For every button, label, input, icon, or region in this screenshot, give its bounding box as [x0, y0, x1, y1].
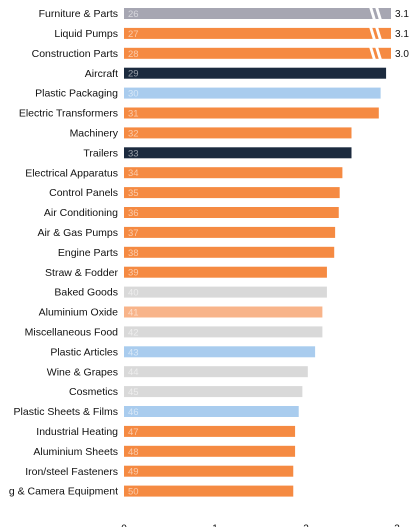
category-label: Liquid Pumps — [54, 28, 118, 40]
category-label: Industrial Heating — [36, 426, 118, 438]
rank-labels: 26 27 28 29 30 31 32 33 34 35 36 37 38 39 40 41 42 43 44 45… — [128, 9, 139, 498]
bar — [124, 107, 379, 119]
bar — [124, 386, 303, 398]
bar — [124, 366, 308, 378]
bar — [124, 27, 383, 39]
bar — [124, 226, 336, 238]
category-label: Electric Transformers — [19, 108, 118, 120]
bar — [124, 425, 296, 437]
category-label: Electrical Apparatus — [25, 167, 118, 179]
category-label: Aluminium Oxide — [39, 307, 119, 319]
bar — [124, 207, 339, 218]
rank-label: 34 — [128, 168, 139, 179]
category-label: g & Camera Equipment — [9, 486, 118, 498]
rank-label: 47 — [128, 427, 139, 438]
rank-label: 33 — [128, 148, 139, 159]
rank-label: 36 — [128, 208, 139, 219]
x-tick-label: 3 — [394, 524, 400, 527]
category-label: Cosmetics — [69, 386, 118, 398]
bar — [124, 246, 335, 258]
value-label: 3.1 — [395, 9, 409, 20]
bar — [124, 286, 327, 298]
bar — [124, 266, 327, 278]
bar — [124, 306, 323, 318]
value-label: 3.1 — [395, 29, 409, 40]
rank-label: 41 — [128, 308, 139, 319]
category-label: Construction Parts — [32, 48, 118, 60]
category-label: Miscellaneous Food — [25, 327, 119, 339]
rank-label: 44 — [128, 367, 139, 378]
category-label: Machinery — [70, 128, 119, 140]
bar — [124, 8, 383, 19]
rank-label: 29 — [128, 69, 139, 80]
rank-label: 46 — [128, 407, 139, 418]
category-label: Wine & Grapes — [47, 366, 118, 378]
bar — [124, 346, 316, 358]
x-axis: 0 1 2 3 — [121, 524, 400, 527]
category-label: Aircraft — [85, 68, 118, 80]
category-label: Engine Parts — [58, 247, 118, 259]
bar — [124, 167, 343, 179]
bar — [124, 465, 294, 477]
category-label: Trailers — [83, 147, 118, 159]
x-tick-label: 0 — [121, 524, 127, 527]
rank-label: 31 — [128, 109, 139, 120]
rank-label: 38 — [128, 248, 139, 259]
category-label: Air Conditioning — [44, 207, 118, 219]
rank-label: 27 — [128, 29, 139, 40]
rank-label: 48 — [128, 447, 139, 458]
bar — [124, 485, 294, 497]
x-tick-label: 2 — [303, 524, 309, 527]
bar — [124, 187, 340, 199]
rank-label: 28 — [128, 49, 139, 60]
rank-label: 26 — [128, 9, 139, 20]
bar — [124, 67, 387, 79]
category-label: Straw & Fodder — [45, 267, 118, 279]
axis-break-marks: 3.1 3.1 3.0 — [369, 7, 409, 60]
category-label: Furniture & Parts — [39, 8, 118, 20]
bar — [124, 47, 383, 59]
rank-label: 32 — [128, 128, 139, 139]
x-tick-label: 1 — [212, 524, 218, 527]
break-mark — [369, 7, 391, 20]
bar — [124, 445, 296, 457]
break-mark — [369, 46, 391, 60]
rank-label: 37 — [128, 228, 139, 239]
rank-label: 49 — [128, 467, 139, 478]
category-label: Iron/steel Fasteners — [25, 466, 118, 478]
value-label: 3.0 — [395, 49, 409, 60]
rank-label: 42 — [128, 327, 139, 338]
rank-label: 35 — [128, 188, 139, 199]
rank-label: 45 — [128, 387, 139, 398]
bar — [124, 326, 323, 338]
rank-label: 50 — [128, 487, 139, 498]
category-label: Plastic Packaging — [35, 88, 118, 100]
bar — [124, 127, 352, 139]
category-label: Control Panels — [49, 187, 118, 199]
rank-label: 43 — [128, 347, 139, 358]
bars — [124, 8, 387, 497]
rank-label: 40 — [128, 288, 139, 299]
bar — [124, 147, 352, 159]
category-label: Plastic Sheets & Films — [14, 406, 118, 418]
bar — [124, 87, 381, 99]
category-label: Aluminium Sheets — [33, 446, 118, 458]
bar — [124, 406, 299, 417]
break-mark — [369, 26, 391, 40]
category-labels: Furniture & Parts Liquid Pumps Constructio… — [9, 8, 119, 498]
category-label: Plastic Articles — [50, 346, 118, 358]
rank-label: 39 — [128, 268, 139, 279]
category-label: Baked Goods — [54, 287, 118, 299]
rank-label: 30 — [128, 89, 139, 100]
category-label: Air & Gas Pumps — [37, 227, 118, 239]
